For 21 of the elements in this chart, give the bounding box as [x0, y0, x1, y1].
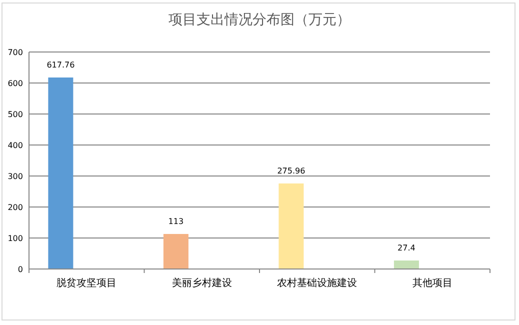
bar	[278, 183, 304, 269]
x-tick-label: 其他项目	[412, 277, 452, 289]
x-tick-label: 农村基础设施建设	[277, 277, 358, 289]
data-label: 113	[168, 216, 184, 226]
x-tick-label: 美丽乡村建设	[172, 277, 232, 289]
y-tick-label: 300	[8, 172, 23, 181]
y-tick-label: 600	[8, 79, 23, 88]
y-tick-label: 700	[8, 48, 23, 57]
data-label: 27.4	[398, 244, 416, 253]
y-tick-label: 100	[8, 234, 23, 243]
data-label: 617.76	[46, 60, 75, 70]
y-tick-label: 200	[8, 203, 23, 212]
bar	[48, 77, 74, 269]
x-tick-label: 脱贫攻坚项目	[56, 277, 117, 289]
data-label: 275.96	[277, 166, 306, 176]
bar	[394, 260, 419, 269]
y-tick-label: 0	[18, 265, 23, 274]
y-tick-label: 500	[8, 110, 23, 119]
y-tick-label: 400	[8, 141, 23, 150]
chart-title: 项目支出情况分布图（万元）	[168, 12, 350, 28]
bar	[163, 234, 188, 269]
